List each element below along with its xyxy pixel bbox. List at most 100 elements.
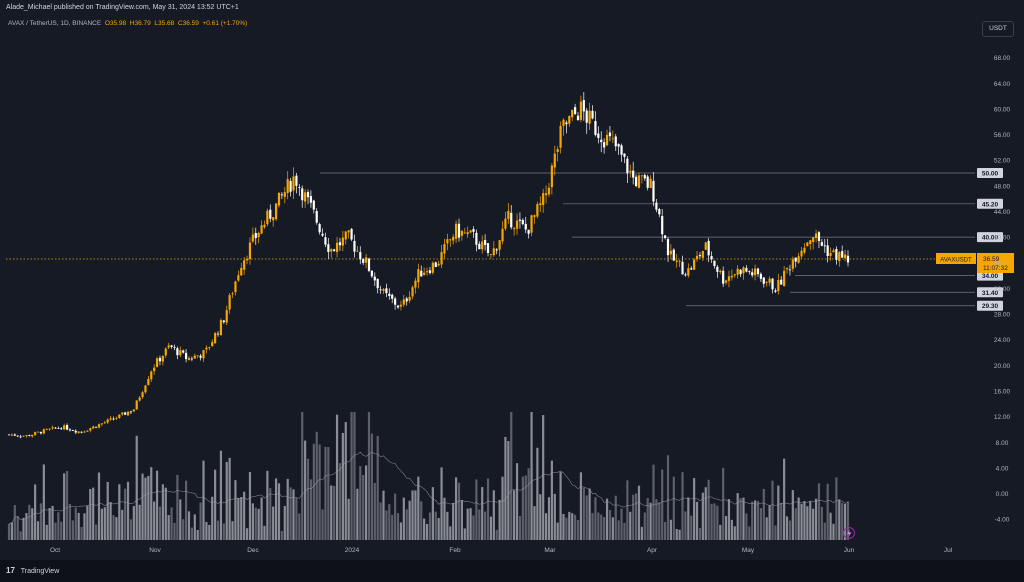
- candle-body: [550, 165, 553, 188]
- footer-brand[interactable]: TradingView: [20, 568, 60, 575]
- candle-body: [199, 355, 202, 358]
- volume-bar: [812, 508, 815, 540]
- candle-body: [713, 260, 716, 267]
- volume-bar: [515, 463, 519, 540]
- candle-body: [463, 232, 466, 234]
- volume-bar: [634, 493, 638, 540]
- candle-body: [707, 240, 710, 256]
- volume-bar: [428, 512, 432, 540]
- candle-body: [486, 243, 490, 254]
- candle-body: [292, 176, 295, 191]
- volume-bar: [89, 488, 92, 540]
- volume-bar: [571, 513, 574, 540]
- currency-button[interactable]: USDT: [982, 21, 1014, 37]
- candle-body: [515, 220, 519, 229]
- candle-body: [254, 232, 257, 239]
- price-tick-label: 20.00: [994, 363, 1011, 370]
- candle-body: [304, 192, 307, 202]
- volume-bar: [556, 522, 559, 540]
- candle-body: [335, 242, 339, 253]
- candle-body: [472, 229, 475, 232]
- candle-body: [719, 270, 722, 273]
- volume-bar: [359, 466, 362, 540]
- volume-bar: [54, 522, 57, 540]
- volume-bar: [266, 470, 269, 540]
- volume-bar: [121, 509, 124, 540]
- candle-body: [97, 424, 101, 428]
- volume-bar: [826, 483, 829, 540]
- candle-body: [13, 434, 16, 436]
- candle-body: [835, 249, 838, 260]
- candle-body: [74, 430, 77, 433]
- candle-body: [675, 260, 678, 262]
- volume-bar: [179, 499, 182, 540]
- volume-bar: [330, 485, 333, 540]
- level-tag: [977, 270, 1003, 281]
- volume-bar: [666, 455, 670, 540]
- volume-bar: [68, 504, 72, 540]
- volume-bar: [237, 497, 240, 540]
- volume-bar: [402, 497, 405, 540]
- price-chart[interactable]: 50.00 45.20 40.00 34.00 31.40 29.30 AVAXUSDT 36…: [0, 0, 1024, 560]
- candle-body: [124, 412, 127, 415]
- candle-body: [402, 299, 405, 305]
- candle-body: [701, 250, 704, 258]
- volume-bar: [478, 509, 481, 540]
- volume-bar: [16, 516, 19, 540]
- candle-body: [733, 274, 736, 276]
- price-tick-label: 12.00: [994, 414, 1011, 421]
- volume-bar: [472, 515, 475, 540]
- volume-bar: [292, 489, 295, 540]
- volume-bar: [155, 470, 159, 540]
- candle-body: [344, 231, 347, 240]
- level-tag-label: 50.00: [982, 171, 999, 178]
- candle-body: [376, 278, 379, 289]
- candle-body: [759, 273, 763, 279]
- candle-body: [739, 269, 742, 275]
- candle-body: [536, 204, 539, 217]
- candle-body: [391, 294, 394, 299]
- candle-body: [594, 120, 597, 135]
- candle-body: [150, 371, 153, 380]
- time-axis: Oct Nov Dec 2024 Feb Mar Apr May Jun Jul: [50, 547, 953, 554]
- candle-body: [498, 240, 501, 250]
- candle-body: [530, 215, 533, 233]
- volume-bar: [312, 443, 315, 540]
- volume-bar: [65, 470, 69, 540]
- candle-body: [286, 179, 289, 194]
- volume-bar: [216, 520, 220, 540]
- candle-body: [742, 267, 745, 274]
- candle-body: [60, 428, 63, 430]
- volume-bar: [315, 431, 318, 540]
- candle-body: [521, 219, 524, 225]
- volume-bar: [661, 469, 664, 540]
- volume-bar: [565, 517, 568, 540]
- candle-body: [129, 411, 133, 413]
- candle-body: [623, 153, 626, 157]
- candle-body: [179, 350, 182, 356]
- candle-body: [687, 268, 690, 276]
- candle-body: [231, 293, 234, 295]
- tradingview-logo-icon[interactable]: 17: [6, 566, 15, 575]
- candle-body: [582, 100, 585, 112]
- candle-body: [272, 217, 275, 221]
- lightning-icon-ring: [843, 527, 855, 539]
- volume-bar: [431, 487, 434, 540]
- candle-body: [298, 187, 301, 188]
- volume-bar: [684, 511, 687, 540]
- volume-bar: [803, 501, 806, 540]
- volume-bar: [460, 500, 463, 540]
- volume-bar: [138, 504, 141, 540]
- candle-body: [475, 232, 478, 245]
- candle-body: [748, 271, 751, 273]
- candle-body: [454, 223, 458, 239]
- level-tag: [977, 232, 1003, 243]
- candle-body: [208, 347, 211, 348]
- candle-body: [385, 288, 388, 294]
- time-tick-label: Jun: [844, 547, 855, 554]
- candle-body: [754, 268, 757, 276]
- symbol-name[interactable]: AVAX / TetherUS, 1D, BINANCE: [8, 20, 102, 27]
- level-tag-label: 34.00: [982, 273, 999, 280]
- candle-body: [614, 136, 617, 147]
- candle-body: [425, 271, 429, 273]
